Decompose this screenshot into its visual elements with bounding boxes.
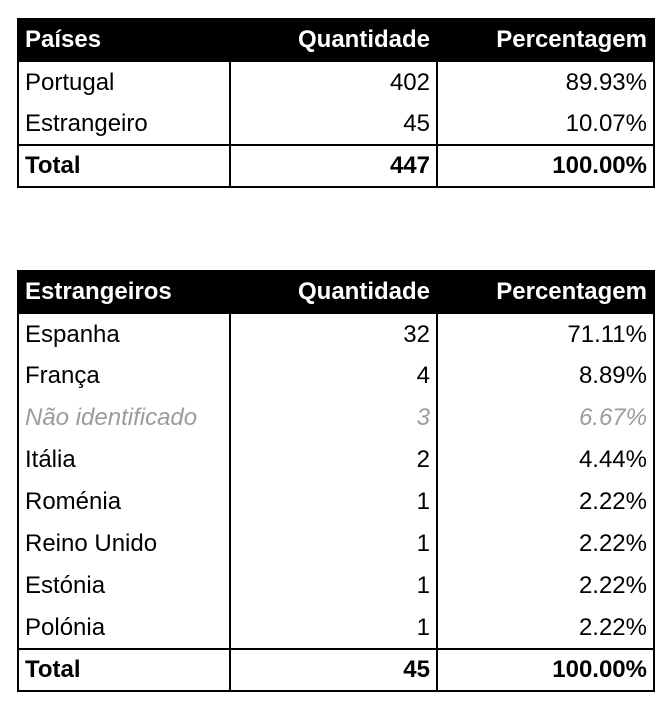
- table-row: Itália 2 4.44%: [17, 439, 655, 481]
- row-percentage: 71.11%: [436, 313, 655, 355]
- foreigners-table: Estrangeiros Quantidade Percentagem Espa…: [17, 270, 655, 692]
- row-label: Espanha: [17, 313, 231, 355]
- row-label: Itália: [17, 439, 231, 481]
- row-percentage: 2.22%: [436, 523, 655, 565]
- table-row: Reino Unido 1 2.22%: [17, 523, 655, 565]
- row-percentage: 10.07%: [436, 103, 655, 145]
- table-row: Polónia 1 2.22%: [17, 607, 655, 649]
- row-quantity: 402: [389, 68, 430, 96]
- row-quantity: 4: [416, 362, 430, 389]
- row-label: Não identificado: [17, 397, 231, 439]
- row-quantity: 3: [416, 404, 430, 431]
- column-header-quantity: Quantidade: [229, 18, 438, 62]
- row-percentage: 89.93%: [436, 61, 655, 103]
- total-row: Total 45 100.00%: [17, 648, 655, 692]
- table-row-unidentified: Não identificado 3 6.67%: [17, 397, 655, 439]
- row-percentage: 8.89%: [436, 355, 655, 397]
- column-header-foreigners: Estrangeiros: [17, 270, 231, 314]
- total-percentage: 100.00%: [436, 144, 655, 188]
- row-percentage: 2.22%: [436, 481, 655, 523]
- row-percentage: 2.22%: [436, 565, 655, 607]
- total-percentage: 100.00%: [436, 648, 655, 692]
- row-label: Roménia: [17, 481, 231, 523]
- row-quantity: 2: [416, 446, 430, 473]
- total-quantity: 45: [229, 648, 438, 692]
- row-label: França: [17, 355, 231, 397]
- column-header-quantity: Quantidade: [229, 270, 438, 314]
- total-label: Total: [17, 648, 231, 692]
- row-label: Portugal: [17, 61, 231, 103]
- row-quantity: 1: [416, 613, 430, 641]
- row-label: Estrangeiro: [17, 103, 231, 145]
- table-row: Portugal 402 89.93%: [17, 61, 655, 103]
- table-row: França 4 8.89%: [17, 355, 655, 397]
- row-quantity: 1: [416, 488, 430, 515]
- row-label: Reino Unido: [17, 523, 231, 565]
- column-header-countries: Países: [17, 18, 231, 62]
- row-label: Polónia: [17, 607, 231, 649]
- row-quantity: 45: [403, 109, 430, 137]
- row-percentage: 6.67%: [436, 397, 655, 439]
- row-label: Estónia: [17, 565, 231, 607]
- table-header-row: Estrangeiros Quantidade Percentagem: [17, 270, 655, 314]
- row-quantity: 32: [403, 320, 430, 348]
- table-header-row: Países Quantidade Percentagem: [17, 18, 655, 62]
- table-row: Espanha 32 71.11%: [17, 313, 655, 355]
- column-header-percentage: Percentagem: [436, 18, 655, 62]
- row-percentage: 4.44%: [436, 439, 655, 481]
- row-quantity: 1: [416, 530, 430, 557]
- total-row: Total 447 100.00%: [17, 144, 655, 188]
- total-label: Total: [17, 144, 231, 188]
- table-row: Estrangeiro 45 10.07%: [17, 103, 655, 145]
- column-header-percentage: Percentagem: [436, 270, 655, 314]
- countries-table: Países Quantidade Percentagem Portugal 4…: [17, 18, 655, 188]
- table-row: Roménia 1 2.22%: [17, 481, 655, 523]
- row-quantity: 1: [416, 572, 430, 599]
- row-percentage: 2.22%: [436, 607, 655, 649]
- table-row: Estónia 1 2.22%: [17, 565, 655, 607]
- total-quantity: 447: [229, 144, 438, 188]
